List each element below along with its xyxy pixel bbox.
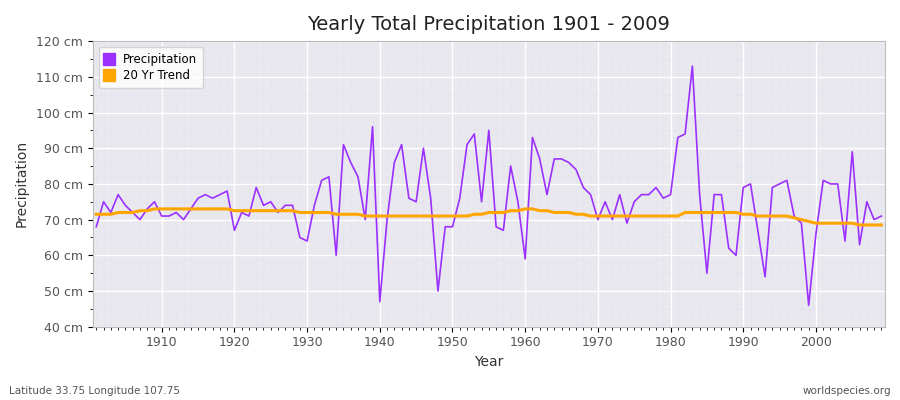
Precipitation — [520, 256, 531, 261]
Precipitation — [149, 199, 160, 204]
Line: 20 Yr Trend: 20 Yr Trend — [96, 209, 881, 225]
Precipitation — [309, 203, 320, 208]
20 Yr Trend — [527, 206, 538, 211]
20 Yr Trend — [876, 222, 886, 227]
Text: Latitude 33.75 Longitude 107.75: Latitude 33.75 Longitude 107.75 — [9, 386, 180, 396]
Precipitation — [91, 224, 102, 229]
Precipitation — [804, 303, 814, 308]
Precipitation — [353, 174, 364, 179]
Precipitation — [876, 214, 886, 218]
Title: Yearly Total Precipitation 1901 - 2009: Yearly Total Precipitation 1901 - 2009 — [308, 15, 670, 34]
Precipitation — [512, 199, 523, 204]
20 Yr Trend — [149, 206, 160, 211]
Text: worldspecies.org: worldspecies.org — [803, 386, 891, 396]
Y-axis label: Precipitation: Precipitation — [15, 140, 29, 228]
20 Yr Trend — [854, 222, 865, 227]
20 Yr Trend — [615, 214, 626, 218]
20 Yr Trend — [316, 210, 327, 215]
Precipitation — [687, 64, 698, 68]
Legend: Precipitation, 20 Yr Trend: Precipitation, 20 Yr Trend — [99, 47, 203, 88]
20 Yr Trend — [360, 214, 371, 218]
20 Yr Trend — [157, 206, 167, 211]
20 Yr Trend — [91, 212, 102, 217]
Line: Precipitation: Precipitation — [96, 66, 881, 305]
X-axis label: Year: Year — [474, 355, 503, 369]
20 Yr Trend — [520, 206, 531, 211]
Precipitation — [607, 217, 617, 222]
